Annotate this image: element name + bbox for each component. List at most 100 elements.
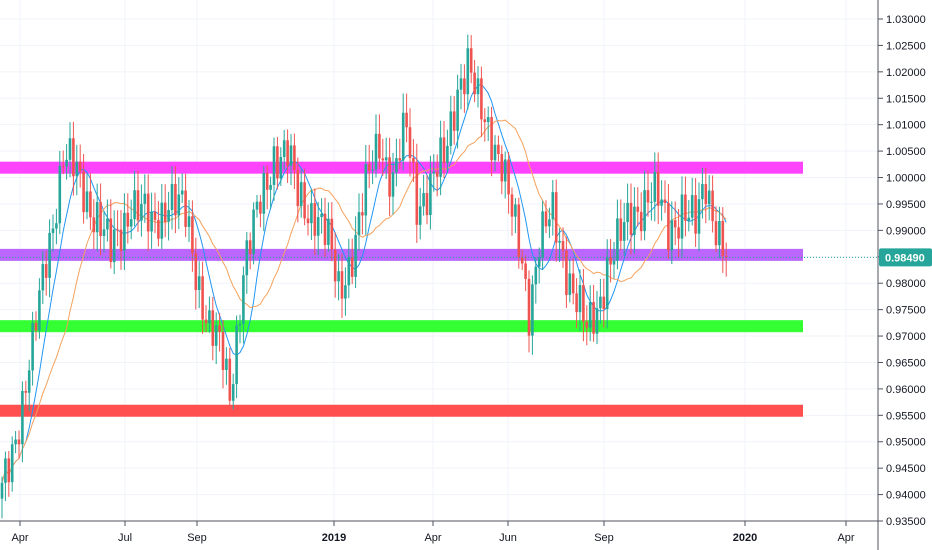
candle-body [636, 206, 640, 212]
candle-body [313, 203, 317, 236]
candle-body [136, 190, 140, 221]
candle-body [157, 219, 160, 239]
candle-body [469, 48, 473, 73]
candle-body [201, 276, 204, 320]
purple-zone [0, 248, 803, 261]
x-tick-label: Jul [118, 532, 132, 544]
candle-body [299, 182, 303, 207]
candle-body [361, 212, 364, 216]
moving-average-lines [1, 83, 727, 483]
candle-body [184, 190, 187, 227]
candle-body [476, 78, 480, 95]
candle-body [439, 137, 442, 177]
candle-body [211, 310, 215, 346]
candle-body [187, 216, 191, 227]
x-tick-label: Jun [499, 532, 517, 544]
candle-body [106, 218, 109, 230]
x-tick-label: 2019 [322, 532, 346, 544]
candle-body [415, 162, 419, 225]
candle-body [204, 319, 208, 324]
candle-body [446, 145, 449, 163]
candle-body [585, 321, 589, 328]
candle-body [680, 194, 684, 239]
candle-body [687, 217, 691, 221]
candle-body [310, 203, 313, 224]
candle-body [10, 444, 14, 483]
candle-body [126, 212, 130, 227]
candle-body [197, 276, 201, 290]
candle-body [554, 192, 558, 243]
candle-body [609, 257, 612, 265]
candle-body [463, 78, 466, 95]
candle-body [449, 111, 453, 146]
candle-body [320, 213, 323, 218]
candle-body [721, 220, 725, 256]
candle-body [327, 218, 330, 245]
candle-body [595, 308, 599, 334]
candle-body [330, 218, 334, 250]
time-axis[interactable]: Apr Jul Sep 2019 Apr Jun Sep 2020 Apr [11, 521, 855, 544]
candle-body [282, 140, 286, 157]
candle-body [194, 253, 198, 290]
candle-body [677, 227, 680, 239]
price-axis[interactable]: 1.03000 1.02500 1.02000 1.01500 1.01000 1.005… [878, 14, 926, 528]
candle-body [565, 250, 568, 295]
x-tick-label: Apr [11, 532, 28, 544]
candle-body [72, 138, 75, 177]
ma-20-line [1, 119, 727, 483]
candle-body [143, 193, 147, 204]
candle-body [354, 234, 357, 277]
candle-body [323, 213, 327, 245]
candle-body [225, 358, 228, 370]
y-tick-label: 0.93500 [886, 516, 926, 528]
last-price-label: 0.98490 [879, 248, 932, 267]
candle-body [714, 221, 718, 246]
candle-body [582, 285, 585, 322]
y-tick-label: 0.95000 [886, 437, 926, 449]
candle-body [568, 273, 572, 295]
candle-body [337, 271, 340, 282]
candle-body [432, 171, 436, 174]
candle-body [724, 255, 728, 258]
candle-body [541, 211, 544, 258]
candle-body [38, 290, 41, 331]
candle-body [388, 157, 391, 197]
candle-body [21, 390, 24, 445]
y-tick-label: 0.95500 [886, 410, 926, 422]
candle-body [228, 358, 232, 401]
y-tick-label: 1.02000 [886, 67, 926, 79]
candle-body [303, 182, 306, 219]
candle-body [486, 117, 490, 123]
candle-body [459, 78, 463, 90]
candle-body [707, 190, 711, 205]
red-zone [0, 404, 803, 417]
candle-body [174, 183, 177, 216]
candle-body [99, 202, 102, 236]
candle-body [92, 217, 96, 233]
candle-body [435, 171, 439, 177]
candle-body [296, 169, 300, 207]
candle-body [279, 156, 283, 179]
candle-body [344, 285, 347, 299]
candle-body [116, 229, 119, 231]
candle-body [347, 256, 351, 286]
candle-body [177, 194, 181, 216]
candle-body [656, 171, 660, 206]
candle-body [697, 199, 701, 234]
last-price-box [879, 248, 932, 267]
candle-body [690, 195, 694, 218]
candle-body [340, 271, 344, 299]
candle-body [548, 219, 551, 227]
candle-body [670, 220, 674, 251]
candle-body [95, 202, 99, 233]
candle-body [503, 159, 507, 182]
candle-body [14, 439, 17, 445]
candle-body [592, 302, 595, 334]
candle-body [619, 218, 623, 241]
y-tick-label: 0.96000 [886, 384, 926, 396]
candle-body [660, 199, 663, 206]
candle-body [561, 240, 565, 251]
candle-body [507, 159, 510, 195]
candle-body [500, 154, 504, 182]
